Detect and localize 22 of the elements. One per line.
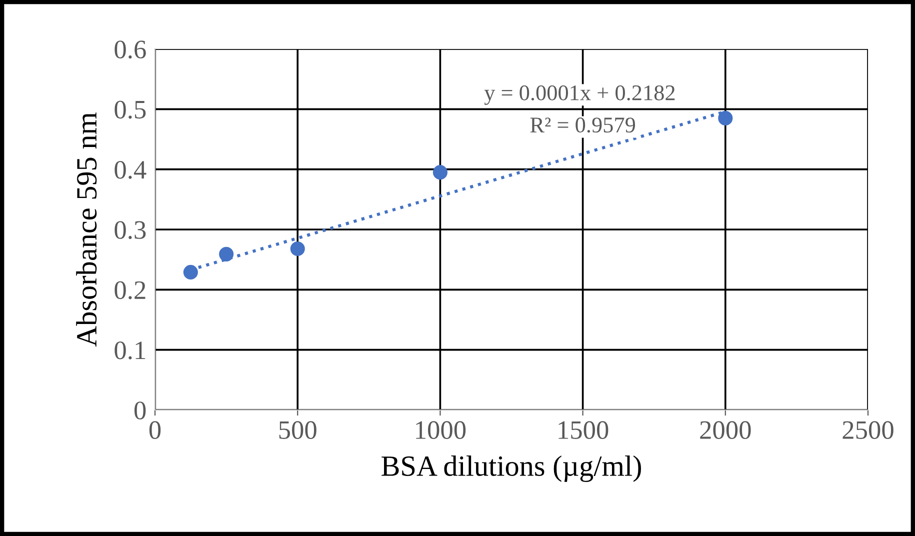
y-tick-label: 0.3 bbox=[114, 221, 146, 240]
point bbox=[718, 110, 733, 126]
annotation: y = 0.0001x + 0.2182 bbox=[484, 85, 675, 105]
x-tick-label: 2500 bbox=[842, 421, 894, 439]
x-tick-label: 1000 bbox=[416, 421, 466, 439]
y-tick-label: 0.2 bbox=[114, 281, 146, 300]
annotation: R² = 0.9579 bbox=[530, 118, 636, 133]
y-tick-label: 0.4 bbox=[114, 160, 146, 179]
y-tick-label: 0.1 bbox=[114, 341, 146, 360]
x-tick-label: 500 bbox=[279, 421, 316, 439]
y-tick-label: 0.6 bbox=[114, 40, 146, 59]
point bbox=[290, 241, 305, 256]
x-tick-label: 2000 bbox=[700, 421, 751, 439]
x-tick-label: 1500 bbox=[558, 421, 608, 439]
point bbox=[183, 264, 198, 280]
x-tick-label: 0 bbox=[149, 421, 161, 439]
y-tick-label: 0.5 bbox=[114, 100, 146, 119]
point bbox=[219, 246, 234, 262]
point bbox=[432, 165, 448, 180]
x-axis-title: BSA dilutions (µg/ml) bbox=[382, 455, 641, 482]
y-tick-label: 0 bbox=[134, 402, 146, 420]
y-axis-title: Absorbance 595 nm bbox=[76, 112, 97, 347]
